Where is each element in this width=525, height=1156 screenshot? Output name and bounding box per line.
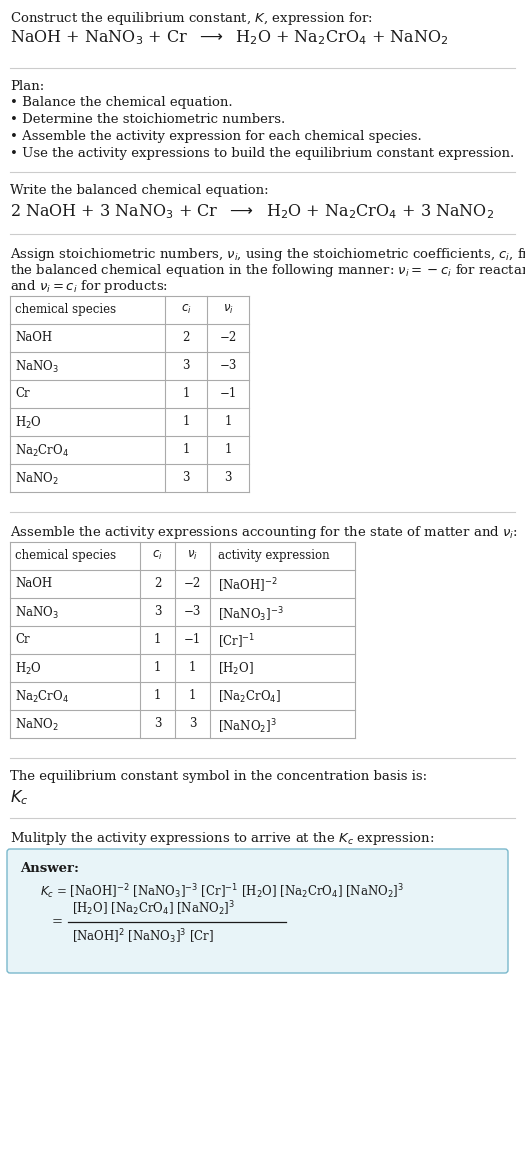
Text: 3: 3 <box>224 470 232 484</box>
Text: • Determine the stoichiometric numbers.: • Determine the stoichiometric numbers. <box>10 113 285 126</box>
Text: • Balance the chemical equation.: • Balance the chemical equation. <box>10 96 233 109</box>
Text: NaOH: NaOH <box>15 577 52 590</box>
Text: NaOH + NaNO$_3$ + Cr  $\longrightarrow$  H$_2$O + Na$_2$CrO$_4$ + NaNO$_2$: NaOH + NaNO$_3$ + Cr $\longrightarrow$ H… <box>10 28 448 46</box>
Text: 3: 3 <box>182 360 190 372</box>
Text: Assemble the activity expressions accounting for the state of matter and $\nu_i$: Assemble the activity expressions accoun… <box>10 524 518 541</box>
Text: $c_i$: $c_i$ <box>152 549 163 562</box>
Text: −3: −3 <box>219 360 237 372</box>
Text: [NaNO$_2$]$^3$: [NaNO$_2$]$^3$ <box>218 717 277 735</box>
Text: [Na$_2$CrO$_4$]: [Na$_2$CrO$_4$] <box>218 689 281 705</box>
Text: Assign stoichiometric numbers, $\nu_i$, using the stoichiometric coefficients, $: Assign stoichiometric numbers, $\nu_i$, … <box>10 246 525 264</box>
Text: =: = <box>52 916 63 928</box>
Text: [NaOH]$^{-2}$: [NaOH]$^{-2}$ <box>218 577 278 595</box>
Text: Plan:: Plan: <box>10 80 44 92</box>
Text: [H$_2$O]: [H$_2$O] <box>218 661 254 677</box>
Text: −2: −2 <box>219 331 237 344</box>
Text: Na$_2$CrO$_4$: Na$_2$CrO$_4$ <box>15 443 69 459</box>
Text: [Cr]$^{-1}$: [Cr]$^{-1}$ <box>218 633 255 651</box>
Text: chemical species: chemical species <box>15 549 116 562</box>
Text: −1: −1 <box>219 387 237 400</box>
Text: H$_2$O: H$_2$O <box>15 661 42 677</box>
Text: NaNO$_3$: NaNO$_3$ <box>15 605 59 621</box>
Text: [NaNO$_3$]$^{-3}$: [NaNO$_3$]$^{-3}$ <box>218 605 284 624</box>
Text: Answer:: Answer: <box>20 862 79 875</box>
FancyBboxPatch shape <box>7 849 508 973</box>
Text: the balanced chemical equation in the following manner: $\nu_i = -c_i$ for react: the balanced chemical equation in the fo… <box>10 262 525 279</box>
Text: −3: −3 <box>184 605 201 618</box>
Text: [H$_2$O] [Na$_2$CrO$_4$] [NaNO$_2$]$^3$: [H$_2$O] [Na$_2$CrO$_4$] [NaNO$_2$]$^3$ <box>72 899 235 918</box>
Text: 3: 3 <box>189 717 196 729</box>
Text: $\nu_i$: $\nu_i$ <box>223 303 234 316</box>
Text: 3: 3 <box>154 605 161 618</box>
Text: Cr: Cr <box>15 387 29 400</box>
Text: 1: 1 <box>189 689 196 702</box>
Text: −2: −2 <box>184 577 201 590</box>
Text: 2: 2 <box>154 577 161 590</box>
Text: 1: 1 <box>182 443 190 455</box>
Text: activity expression: activity expression <box>218 549 330 562</box>
Text: $c_i$: $c_i$ <box>181 303 191 316</box>
Text: • Use the activity expressions to build the equilibrium constant expression.: • Use the activity expressions to build … <box>10 147 514 160</box>
Text: 1: 1 <box>224 415 232 428</box>
Text: 2 NaOH + 3 NaNO$_3$ + Cr  $\longrightarrow$  H$_2$O + Na$_2$CrO$_4$ + 3 NaNO$_2$: 2 NaOH + 3 NaNO$_3$ + Cr $\longrightarro… <box>10 202 494 221</box>
Text: Na$_2$CrO$_4$: Na$_2$CrO$_4$ <box>15 689 69 705</box>
Text: NaOH: NaOH <box>15 331 52 344</box>
Text: NaNO$_2$: NaNO$_2$ <box>15 717 59 733</box>
Text: $K_c$: $K_c$ <box>10 788 28 807</box>
Text: NaNO$_3$: NaNO$_3$ <box>15 360 59 375</box>
Text: H$_2$O: H$_2$O <box>15 415 42 431</box>
Text: $K_c$ = [NaOH]$^{-2}$ [NaNO$_3$]$^{-3}$ [Cr]$^{-1}$ [H$_2$O] [Na$_2$CrO$_4$] [Na: $K_c$ = [NaOH]$^{-2}$ [NaNO$_3$]$^{-3}$ … <box>40 882 404 901</box>
Text: $\nu_i$: $\nu_i$ <box>187 549 198 562</box>
Text: 1: 1 <box>154 661 161 674</box>
Text: Mulitply the activity expressions to arrive at the $K_c$ expression:: Mulitply the activity expressions to arr… <box>10 830 434 847</box>
Text: Construct the equilibrium constant, $K$, expression for:: Construct the equilibrium constant, $K$,… <box>10 10 373 27</box>
Text: 1: 1 <box>189 661 196 674</box>
Text: Cr: Cr <box>15 633 29 646</box>
Text: 1: 1 <box>154 633 161 646</box>
Text: 1: 1 <box>182 415 190 428</box>
Text: 1: 1 <box>182 387 190 400</box>
Text: 3: 3 <box>182 470 190 484</box>
Text: NaNO$_2$: NaNO$_2$ <box>15 470 59 487</box>
Text: −1: −1 <box>184 633 201 646</box>
Text: 1: 1 <box>154 689 161 702</box>
Text: • Assemble the activity expression for each chemical species.: • Assemble the activity expression for e… <box>10 129 422 143</box>
Text: 3: 3 <box>154 717 161 729</box>
Text: The equilibrium constant symbol in the concentration basis is:: The equilibrium constant symbol in the c… <box>10 770 427 783</box>
Text: Write the balanced chemical equation:: Write the balanced chemical equation: <box>10 184 269 197</box>
Text: 2: 2 <box>182 331 190 344</box>
Text: 1: 1 <box>224 443 232 455</box>
Text: chemical species: chemical species <box>15 303 116 316</box>
Text: [NaOH]$^2$ [NaNO$_3$]$^3$ [Cr]: [NaOH]$^2$ [NaNO$_3$]$^3$ [Cr] <box>72 927 214 947</box>
Text: and $\nu_i = c_i$ for products:: and $\nu_i = c_i$ for products: <box>10 277 168 295</box>
